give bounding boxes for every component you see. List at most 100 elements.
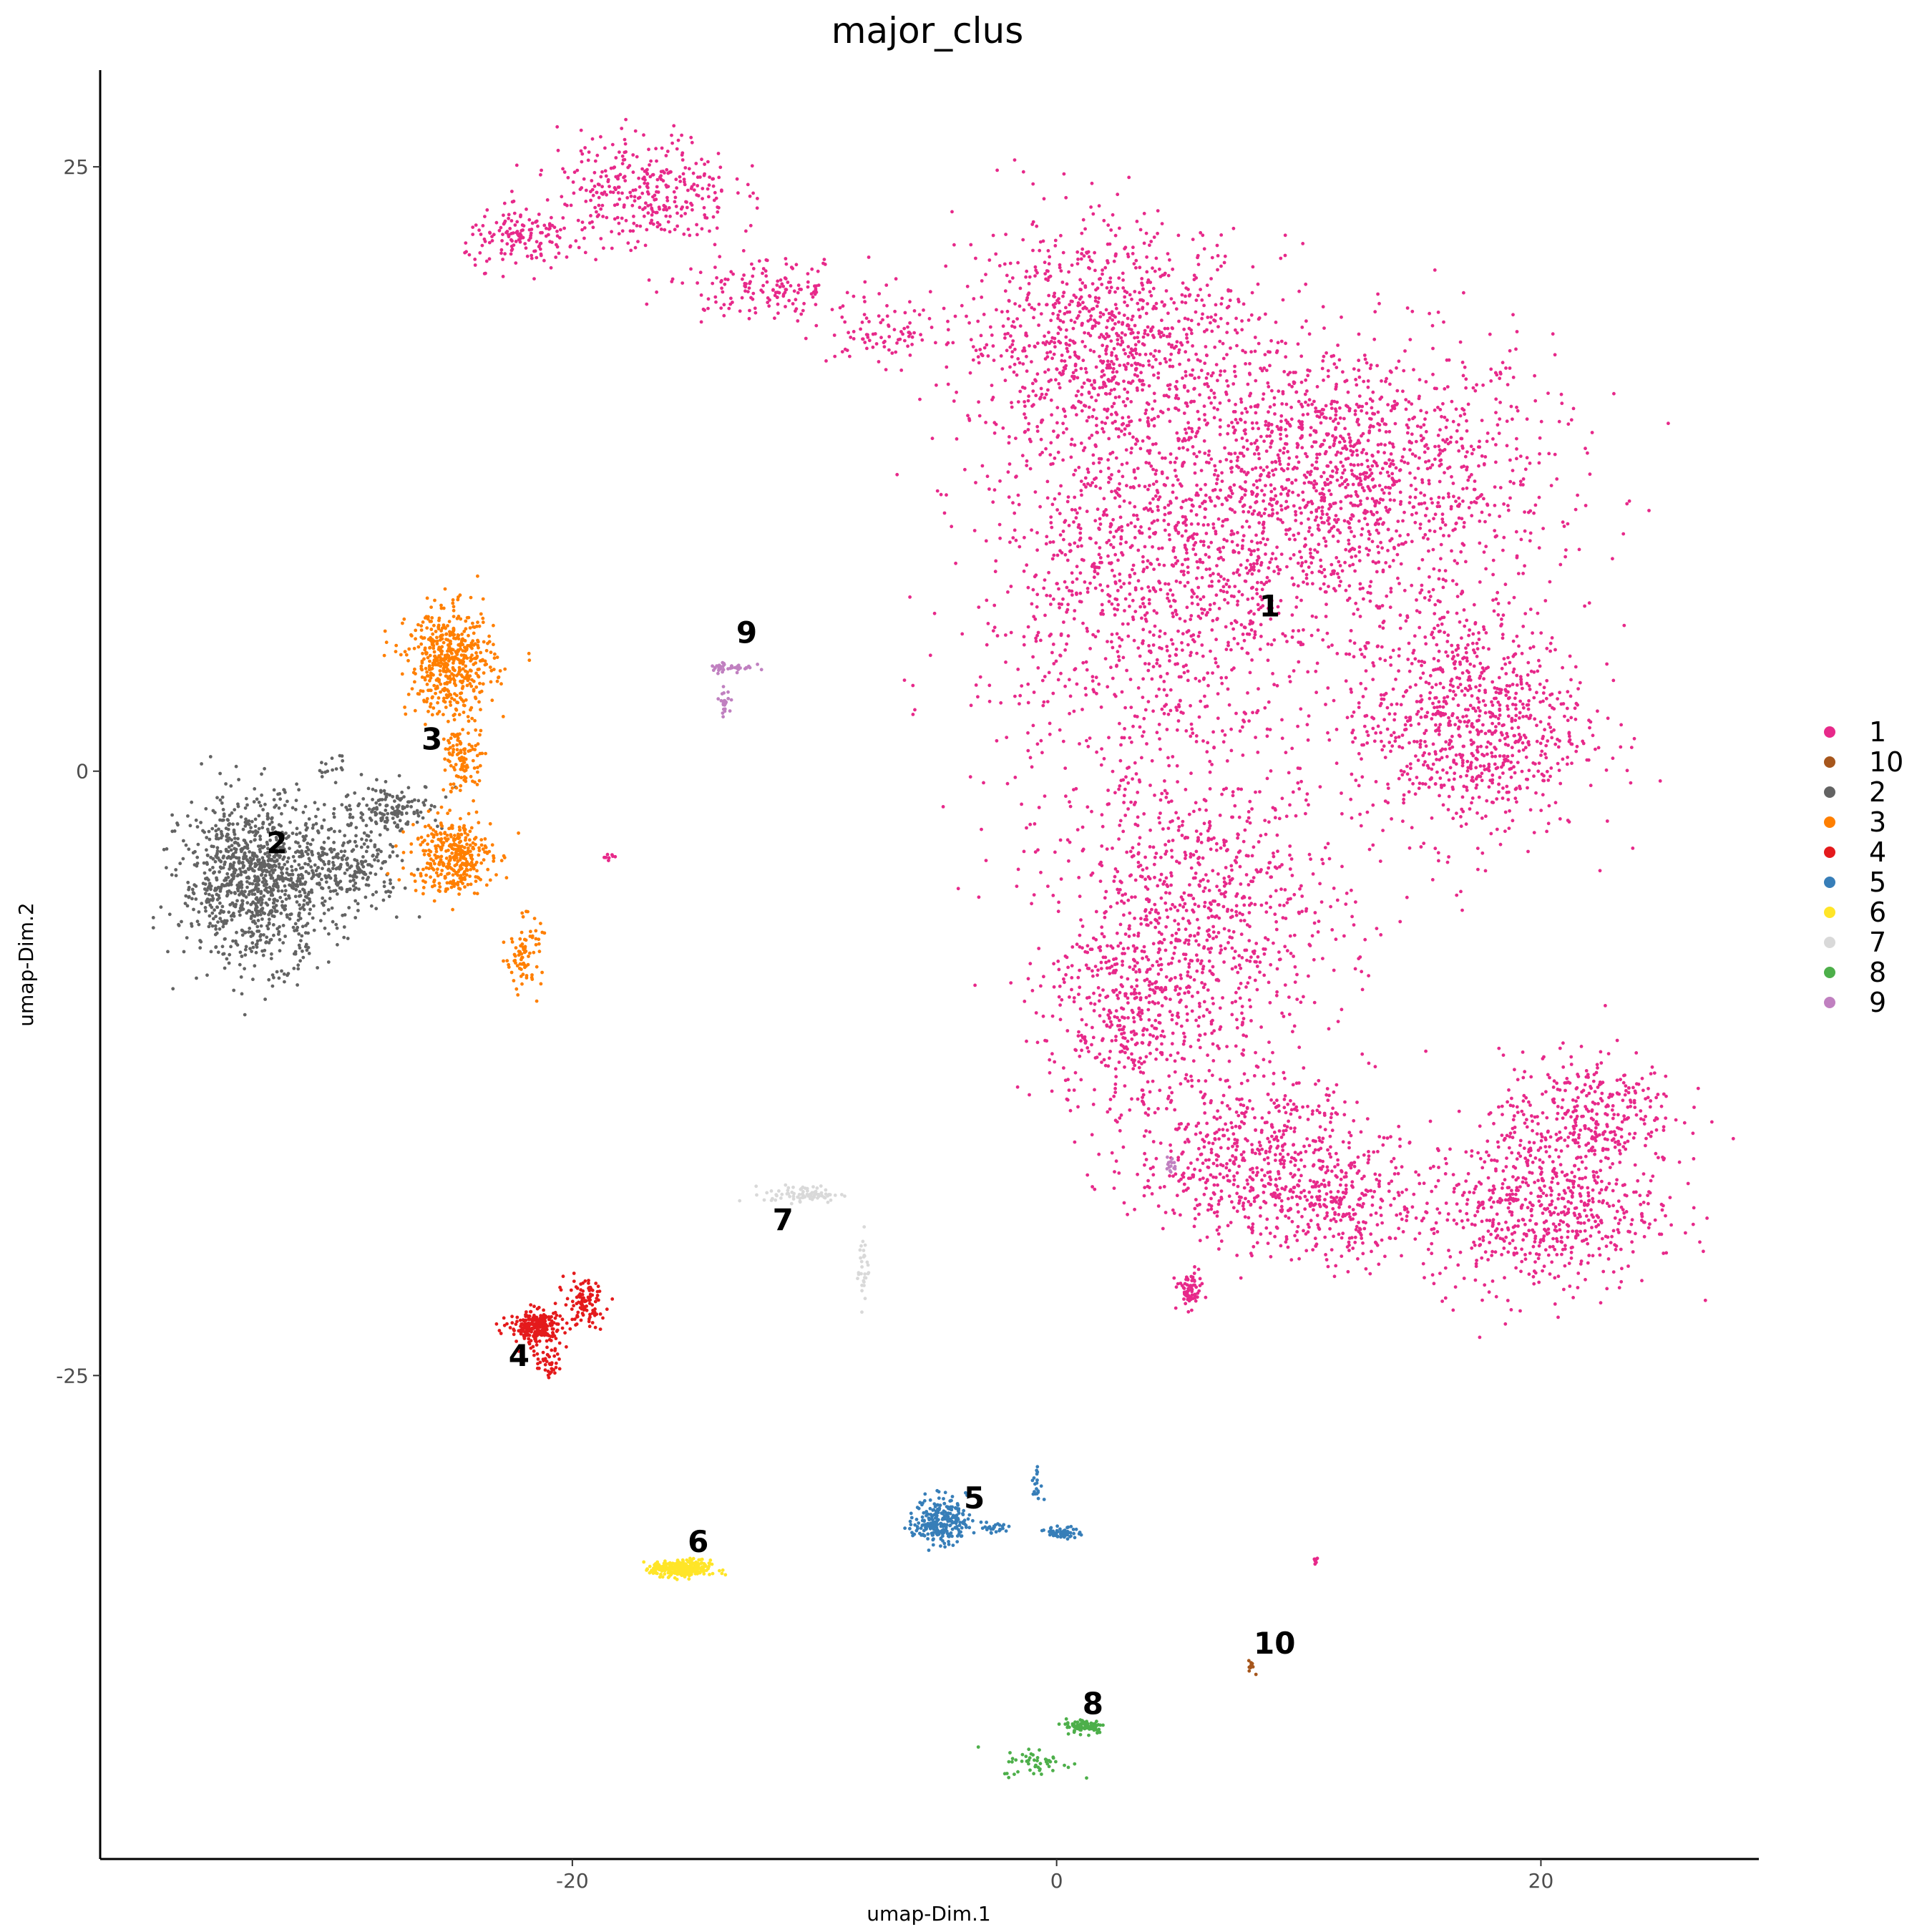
point xyxy=(1053,238,1058,243)
point xyxy=(1055,435,1060,439)
point xyxy=(1282,1015,1286,1018)
point xyxy=(1221,904,1226,909)
point xyxy=(1287,489,1291,493)
point xyxy=(1534,791,1538,795)
point xyxy=(1467,670,1470,675)
point xyxy=(1275,565,1279,569)
point xyxy=(1392,462,1395,467)
point xyxy=(1549,766,1553,770)
point xyxy=(1401,694,1405,698)
point xyxy=(1206,316,1210,319)
point xyxy=(1085,629,1089,633)
point xyxy=(1113,322,1117,326)
point xyxy=(994,252,998,256)
point xyxy=(1414,439,1418,444)
point xyxy=(1074,394,1078,398)
point xyxy=(1381,522,1385,526)
point xyxy=(1329,492,1333,497)
point xyxy=(1169,297,1174,301)
point xyxy=(1496,590,1500,595)
point xyxy=(1410,452,1415,456)
point xyxy=(1254,379,1258,383)
point xyxy=(1525,681,1529,686)
point xyxy=(1398,534,1402,538)
point xyxy=(1123,787,1127,791)
point xyxy=(1106,378,1111,382)
point xyxy=(1202,330,1206,333)
point xyxy=(1508,696,1511,700)
point xyxy=(1272,683,1276,687)
point xyxy=(1191,731,1195,736)
point xyxy=(1244,406,1248,411)
point xyxy=(1151,964,1155,967)
point xyxy=(1102,380,1106,384)
point xyxy=(1419,700,1423,704)
point xyxy=(1136,301,1140,306)
point xyxy=(1392,482,1396,487)
point xyxy=(1135,220,1139,223)
point xyxy=(1384,505,1388,509)
point xyxy=(1198,630,1201,635)
point xyxy=(1367,530,1371,534)
point xyxy=(1252,565,1256,569)
point xyxy=(1386,801,1390,805)
point xyxy=(1180,834,1184,837)
point xyxy=(1048,274,1053,278)
point xyxy=(1475,647,1480,651)
point xyxy=(1177,705,1181,708)
point xyxy=(1218,951,1222,955)
point xyxy=(1194,541,1198,545)
point xyxy=(1376,410,1380,414)
point xyxy=(1498,372,1503,376)
point xyxy=(1493,504,1497,507)
point xyxy=(1257,687,1260,691)
point xyxy=(1010,324,1014,328)
point xyxy=(1332,968,1336,972)
point xyxy=(1294,605,1298,609)
point xyxy=(1281,391,1285,396)
point xyxy=(1498,376,1502,381)
point xyxy=(1196,263,1201,266)
point xyxy=(1288,803,1292,807)
point xyxy=(1494,460,1498,464)
point xyxy=(1274,467,1278,472)
point xyxy=(1385,462,1388,466)
point xyxy=(1070,589,1074,593)
point xyxy=(1211,619,1215,623)
point xyxy=(1141,868,1145,872)
point xyxy=(1189,722,1194,726)
point xyxy=(976,355,980,359)
point xyxy=(1456,727,1460,731)
point xyxy=(1049,441,1053,445)
point xyxy=(1006,317,1010,321)
point xyxy=(1074,369,1078,372)
point xyxy=(1048,453,1053,457)
point xyxy=(1269,423,1274,426)
point xyxy=(1207,889,1211,892)
point xyxy=(1117,658,1121,663)
point xyxy=(1482,677,1486,680)
point xyxy=(1375,499,1379,503)
point xyxy=(1043,370,1047,374)
point xyxy=(946,319,950,323)
point xyxy=(1048,350,1053,354)
point xyxy=(1038,248,1042,253)
point xyxy=(1009,334,1013,338)
point xyxy=(1269,769,1273,773)
point xyxy=(1251,426,1255,431)
point xyxy=(1133,917,1136,920)
point xyxy=(1266,381,1270,385)
point xyxy=(977,414,982,418)
point xyxy=(1164,924,1168,929)
point xyxy=(1516,409,1520,413)
point xyxy=(1073,508,1078,512)
point xyxy=(1449,507,1453,511)
point xyxy=(1241,504,1245,508)
point xyxy=(1459,824,1463,829)
point xyxy=(1322,415,1326,419)
point xyxy=(1297,289,1301,293)
point xyxy=(1504,672,1508,675)
point xyxy=(1537,461,1541,465)
point xyxy=(1080,252,1083,255)
point xyxy=(1027,394,1030,399)
